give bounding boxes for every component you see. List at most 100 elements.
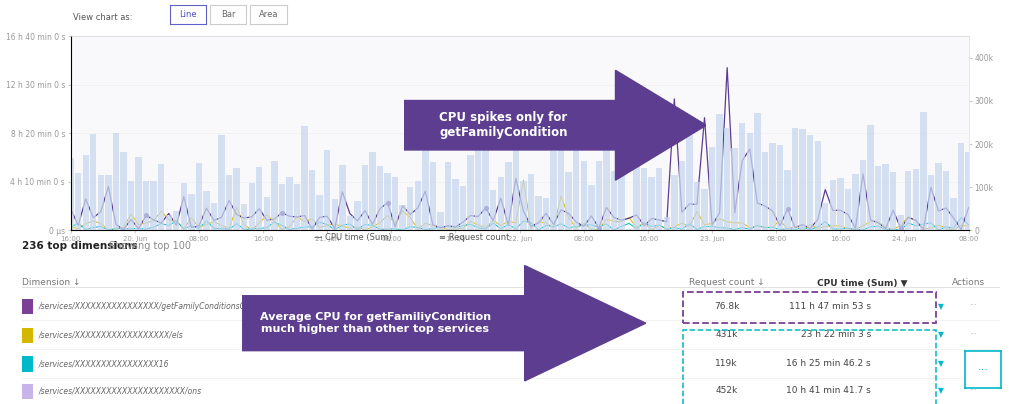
Bar (287, 177, 293, 230)
Bar (452, 179, 459, 230)
Bar (686, 135, 692, 230)
Bar (942, 171, 949, 230)
Bar (384, 173, 390, 230)
Bar (211, 204, 217, 230)
Text: ▼: ▼ (938, 302, 944, 311)
FancyBboxPatch shape (22, 328, 33, 343)
Text: Actions: Actions (952, 278, 985, 287)
Bar (188, 194, 195, 230)
Bar (769, 143, 776, 230)
Bar (868, 125, 874, 230)
Bar (218, 135, 225, 230)
Bar (950, 198, 957, 230)
Text: View chart as:: View chart as: (73, 13, 132, 22)
Text: ···: ··· (978, 365, 988, 375)
Bar (853, 174, 859, 230)
Bar (430, 162, 436, 230)
Bar (75, 173, 82, 230)
Bar (739, 123, 746, 230)
Text: — CPU time (Sum): — CPU time (Sum) (315, 234, 391, 242)
Text: 76.8k: 76.8k (713, 302, 740, 311)
Bar (324, 150, 330, 230)
Text: CPU spikes only for
getFamilyCondition: CPU spikes only for getFamilyCondition (439, 111, 568, 139)
Bar (460, 186, 466, 230)
Bar (68, 158, 74, 230)
Text: Dimension ↓: Dimension ↓ (22, 278, 81, 287)
Bar (241, 204, 247, 230)
Bar (128, 181, 134, 230)
Point (893, 225, 909, 231)
Bar (263, 197, 270, 230)
Bar (248, 183, 255, 230)
Bar (777, 145, 783, 230)
Bar (792, 128, 798, 230)
Text: ···: ··· (969, 330, 977, 339)
Bar (723, 128, 731, 230)
Text: ≡ Request count: ≡ Request count (439, 234, 510, 242)
Bar (664, 217, 670, 230)
Bar (422, 145, 429, 230)
Text: 119k: 119k (715, 359, 738, 368)
Bar (391, 177, 399, 230)
Bar (415, 181, 421, 230)
Bar (376, 166, 383, 230)
Point (379, 200, 396, 206)
Bar (875, 166, 881, 230)
Text: Bar: Bar (221, 10, 235, 19)
Bar (302, 126, 308, 230)
Bar (671, 175, 677, 230)
Bar (860, 160, 866, 230)
Text: Showing top 100: Showing top 100 (109, 241, 191, 251)
Point (591, 225, 607, 231)
Text: 111 h 47 min 53 s: 111 h 47 min 53 s (789, 302, 871, 311)
Bar (482, 148, 489, 230)
Bar (354, 202, 360, 230)
Bar (814, 141, 821, 230)
Bar (762, 152, 768, 230)
Bar (543, 198, 549, 230)
Text: /services/XXXXXXXXXXXXXXXX16: /services/XXXXXXXXXXXXXXXX16 (38, 359, 169, 368)
Text: ▼: ▼ (938, 330, 944, 339)
Bar (558, 138, 564, 230)
Bar (506, 162, 512, 230)
Text: /services/XXXXXXXXXXXXXXXXXX/els: /services/XXXXXXXXXXXXXXXXXX/els (38, 330, 183, 339)
Bar (233, 168, 240, 230)
Bar (845, 189, 852, 230)
Text: 10 h 41 min 41.7 s: 10 h 41 min 41.7 s (786, 387, 871, 396)
Bar (641, 168, 648, 230)
Bar (90, 134, 97, 230)
Bar (150, 181, 156, 230)
FancyBboxPatch shape (22, 384, 33, 399)
Bar (521, 181, 527, 230)
Bar (196, 162, 202, 230)
Bar (165, 215, 172, 230)
Bar (829, 180, 836, 230)
Bar (822, 204, 828, 230)
Bar (294, 184, 301, 230)
Bar (407, 187, 414, 230)
Bar (143, 181, 149, 230)
Text: ···: ··· (969, 359, 977, 368)
Bar (536, 196, 542, 230)
Text: ▼: ▼ (938, 387, 944, 396)
Bar (271, 161, 277, 230)
Bar (158, 164, 164, 230)
Point (273, 210, 290, 216)
Point (780, 206, 796, 212)
Bar (588, 185, 594, 230)
Bar (732, 148, 738, 230)
Polygon shape (242, 265, 646, 381)
Text: /services/XXXXXXXXXXXXXXXX/getFamilyConditionsComposite: /services/XXXXXXXXXXXXXXXX/getFamilyCond… (38, 302, 281, 311)
Bar (565, 172, 572, 230)
Bar (701, 189, 707, 230)
Bar (467, 156, 474, 230)
Bar (339, 165, 345, 230)
Bar (709, 147, 715, 230)
Bar (716, 114, 722, 230)
FancyBboxPatch shape (22, 356, 33, 372)
Bar (573, 146, 579, 230)
Bar (747, 133, 753, 230)
Bar (445, 162, 451, 230)
Bar (181, 183, 187, 230)
Bar (528, 175, 534, 230)
